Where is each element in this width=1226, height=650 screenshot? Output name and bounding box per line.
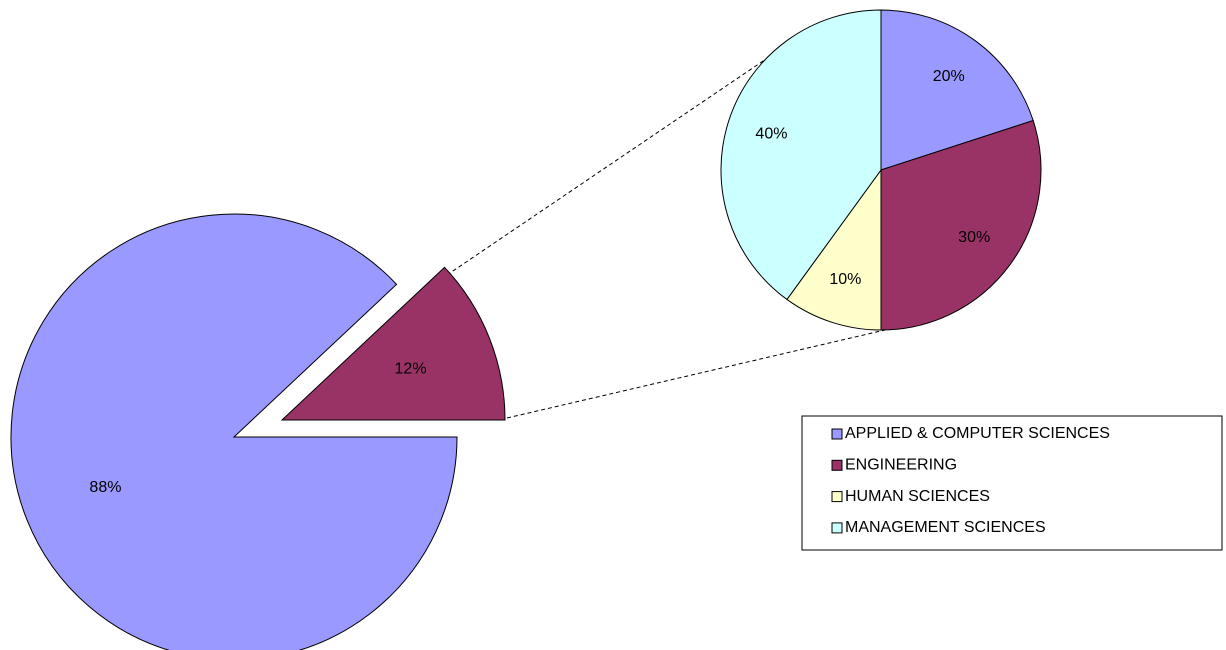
legend-swatch <box>831 459 843 471</box>
legend-swatch <box>831 522 843 534</box>
legend-swatch <box>831 428 843 440</box>
pie-slice <box>280 266 506 421</box>
data-label: 40% <box>755 126 787 143</box>
legend-label: ENGINEERING <box>845 457 957 474</box>
data-label: 88% <box>89 479 121 496</box>
pie-slice <box>10 213 458 650</box>
data-label: 10% <box>829 271 861 288</box>
data-label: 12% <box>395 360 427 377</box>
legend-label: HUMAN SCIENCES <box>845 488 990 505</box>
connector-line <box>446 35 801 276</box>
pie-slice <box>880 9 1034 171</box>
pie-slice <box>880 119 1042 331</box>
legend-swatch <box>831 491 843 503</box>
pie-slice <box>786 168 882 331</box>
connector-line <box>506 329 886 419</box>
data-label: 30% <box>958 229 990 246</box>
legend-label: APPLIED & COMPUTER SCIENCES <box>845 425 1110 442</box>
pie-slice <box>720 9 882 301</box>
legend-box <box>801 415 1223 551</box>
data-label: 20% <box>933 68 965 85</box>
legend-label: MANAGEMENT SCIENCES <box>845 519 1046 536</box>
